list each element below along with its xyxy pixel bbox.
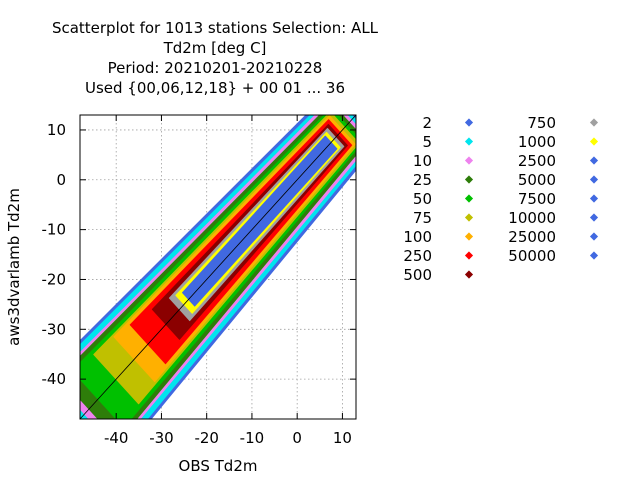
- legend-label-500: 500: [403, 266, 432, 284]
- legend-marker-250: [464, 251, 474, 260]
- legend-label-25000: 25000: [508, 228, 556, 246]
- legend-marker-100: [464, 232, 474, 241]
- legend-label-25: 25: [413, 171, 432, 189]
- y-tick-label: -10: [42, 221, 67, 239]
- x-tick-label: -30: [149, 429, 174, 447]
- legend-label-250: 250: [403, 247, 432, 265]
- legend-marker-7500: [589, 194, 599, 203]
- x-tick-label: 0: [292, 429, 302, 447]
- title-line-2: Td2m [deg C]: [163, 39, 267, 57]
- legend-label-10: 10: [413, 152, 432, 170]
- legend: 2510255075100250500750100025005000750010…: [403, 114, 599, 284]
- y-tick-label: 10: [47, 121, 66, 139]
- x-tick-label: 10: [333, 429, 352, 447]
- legend-marker-2: [464, 118, 474, 127]
- legend-label-1000: 1000: [518, 133, 556, 151]
- chart-title: Scatterplot for 1013 stations Selection:…: [0, 18, 430, 98]
- legend-label-750: 750: [527, 114, 556, 132]
- legend-marker-25: [464, 175, 474, 184]
- x-tick-label: -20: [194, 429, 219, 447]
- legend-label-50: 50: [413, 190, 432, 208]
- y-tick-label: 0: [56, 171, 66, 189]
- title-line-3: Period: 20210201-20210228: [107, 59, 323, 77]
- legend-label-75: 75: [413, 209, 432, 227]
- legend-label-5: 5: [422, 133, 432, 151]
- title-line-4: Used {00,06,12,18} + 00 01 ... 36: [84, 79, 346, 97]
- legend-marker-10000: [589, 213, 599, 222]
- legend-marker-50000: [589, 251, 599, 260]
- legend-marker-750: [589, 118, 599, 127]
- legend-label-100: 100: [403, 228, 432, 246]
- legend-marker-500: [464, 270, 474, 279]
- legend-label-2500: 2500: [518, 152, 556, 170]
- y-tick-label: -40: [42, 370, 67, 388]
- title-line-1: Scatterplot for 1013 stations Selection:…: [51, 19, 379, 37]
- legend-label-50000: 50000: [508, 247, 556, 265]
- legend-marker-25000: [589, 232, 599, 241]
- legend-marker-10: [464, 156, 474, 165]
- y-tick-label: -30: [42, 320, 67, 338]
- legend-label-5000: 5000: [518, 171, 556, 189]
- legend-marker-5: [464, 137, 474, 146]
- diagonal-reference-line: [79, 114, 357, 420]
- x-tick-label: -40: [104, 429, 129, 447]
- legend-label-7500: 7500: [518, 190, 556, 208]
- legend-marker-75: [464, 213, 474, 222]
- x-tick-label: -10: [240, 429, 265, 447]
- legend-label-2: 2: [422, 114, 432, 132]
- plot-frame: [79, 114, 357, 420]
- legend-marker-2500: [589, 156, 599, 165]
- axis-ticks: -40 -30 -20 -10 0 10 -40 -30 -20 -10 0 10: [42, 115, 356, 447]
- legend-marker-50: [464, 194, 474, 203]
- y-axis-title: aws3dvarlamb Td2m: [5, 188, 23, 346]
- legend-marker-5000: [589, 175, 599, 184]
- legend-label-10000: 10000: [508, 209, 556, 227]
- y-tick-label: -20: [42, 270, 67, 288]
- legend-marker-1000: [589, 137, 599, 146]
- x-axis-title: OBS Td2m: [179, 457, 258, 475]
